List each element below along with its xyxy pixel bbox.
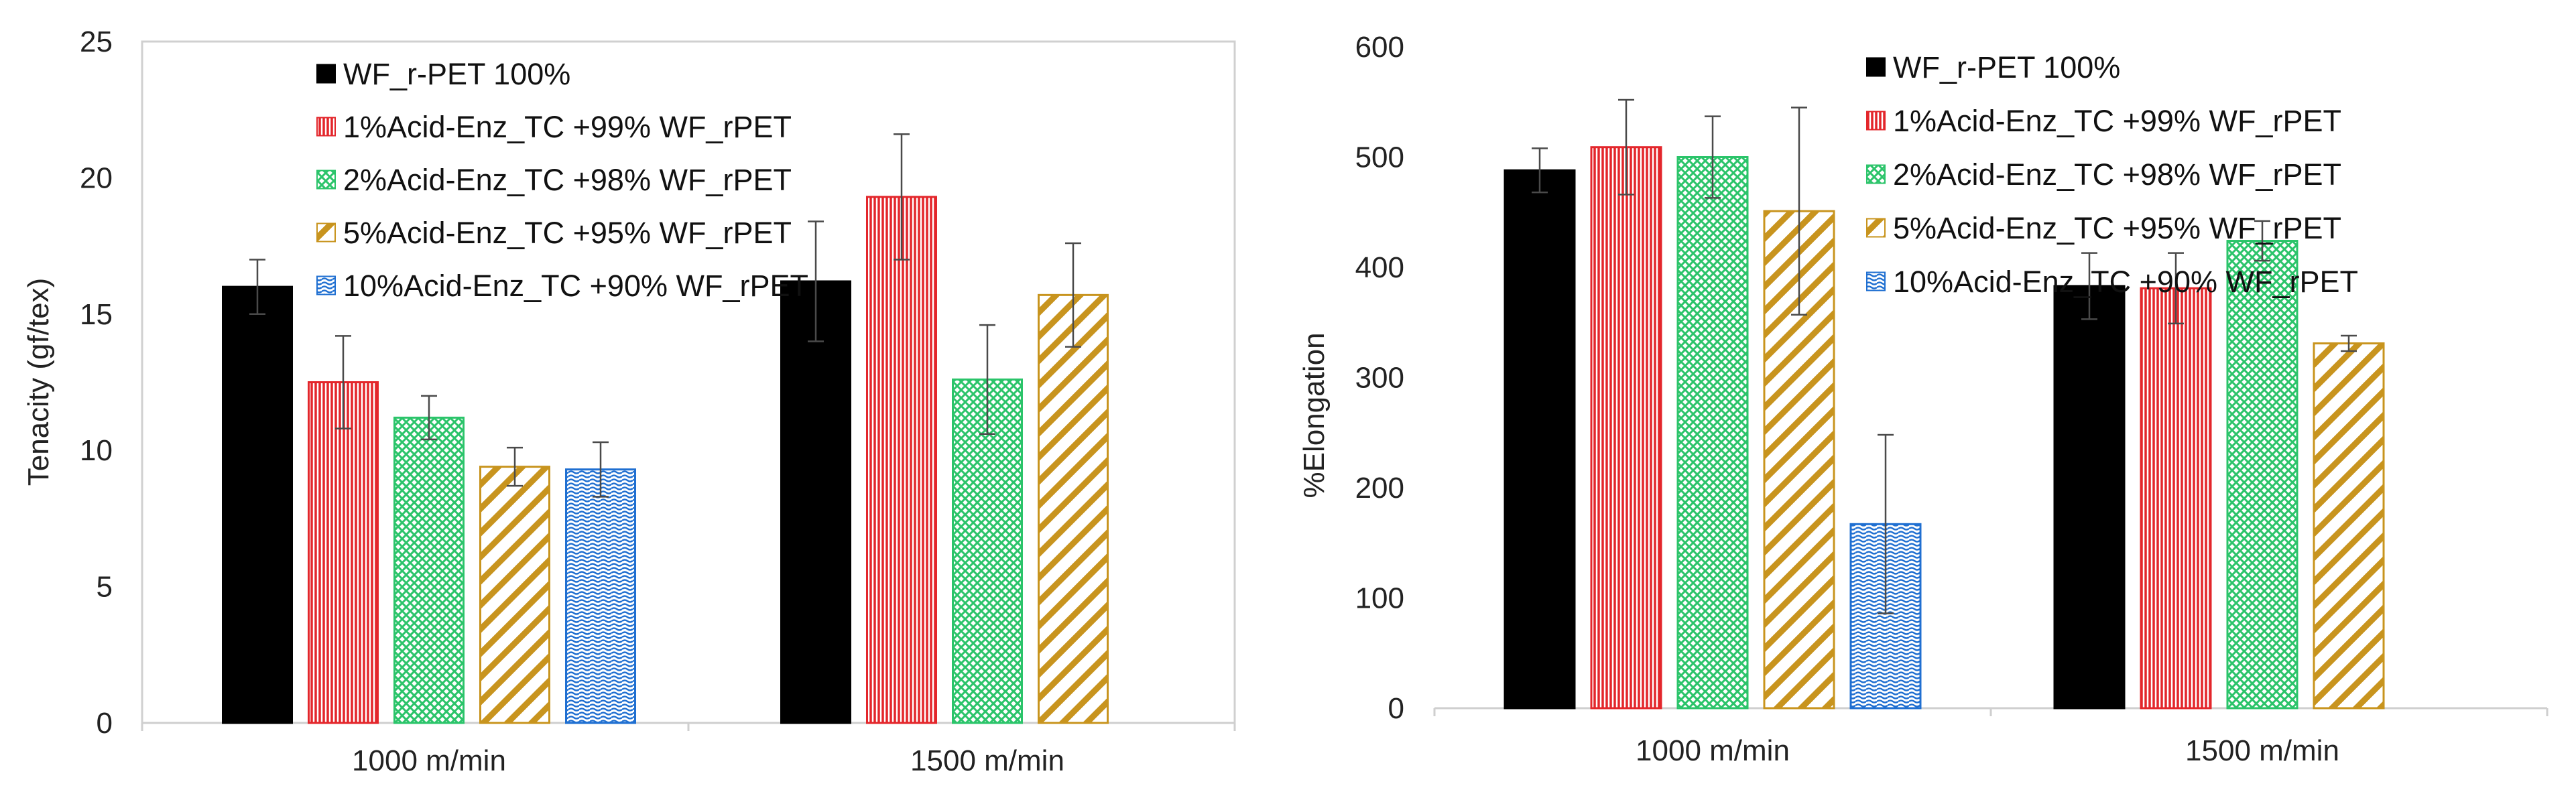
y-tick-label: 300 (1355, 362, 1404, 395)
bar-3-2 (2226, 240, 2298, 710)
y-tick-label: 25 (80, 25, 113, 58)
error-bar (1791, 107, 1807, 316)
x-category-label: 1000 m/min (1636, 734, 1790, 767)
legend-item-5: 10%Acid-Enz_TC +90% WF_rPET (316, 269, 808, 303)
legend-swatch (316, 117, 336, 137)
error-bar (1878, 433, 1894, 614)
legend-item-3: 2%Acid-Enz_TC +98% WF_rPET (316, 163, 792, 197)
legend: WF_r-PET 100% 1%Acid-Enz_TC +99% WF_rPET 2… (316, 57, 808, 303)
error-bar (507, 446, 523, 487)
y-axis-title: Tenacity (gf/tex) (22, 278, 55, 486)
y-tick-label: 100 (1355, 582, 1404, 615)
error-bar (2254, 220, 2270, 262)
bar-4-2 (2313, 342, 2385, 710)
x-category-label: 1500 m/min (910, 744, 1064, 777)
y-tick-label: 5 (97, 571, 113, 604)
y-tick-label: 20 (80, 161, 113, 194)
bar-4-2 (1038, 293, 1109, 724)
legend-item-4: 5%Acid-Enz_TC +95% WF_rPET (316, 216, 792, 250)
legend-label: 1%Acid-Enz_TC +99% WF_rPET (343, 110, 792, 144)
bar-2-2 (866, 196, 937, 724)
error-bar (1618, 98, 1634, 196)
legend-swatch (316, 222, 336, 243)
legend: WF_r-PET 100% 1%Acid-Enz_TC +99% WF_rPET 2… (1866, 50, 2358, 299)
error-bar (1532, 147, 1548, 194)
legend-item-2: 1%Acid-Enz_TC +99% WF_rPET (316, 110, 792, 144)
bar-5-1 (565, 468, 636, 724)
y-tick-label: 400 (1355, 251, 1404, 284)
legend-swatch (316, 275, 336, 295)
bar-2-1 (308, 381, 379, 724)
error-bar (593, 441, 609, 498)
bar-3-1 (1676, 156, 1749, 710)
bar-1-1 (222, 285, 293, 724)
y-tick-label: 200 (1355, 472, 1404, 505)
y-tick-label: 0 (1388, 692, 1404, 725)
legend-item-1: WF_r-PET 100% (316, 57, 570, 91)
legend-item-4: 5%Acid-Enz_TC +95% WF_rPET (1866, 211, 2341, 245)
legend-label: 5%Acid-Enz_TC +95% WF_rPET (1893, 211, 2341, 245)
y-tick-label: 15 (80, 298, 113, 331)
error-bar (979, 324, 995, 436)
error-bar (335, 335, 351, 429)
legend-label: 5%Acid-Enz_TC +95% WF_rPET (343, 216, 792, 250)
x-category-label: 1000 m/min (352, 744, 506, 777)
error-bar (249, 259, 265, 316)
legend-label: 2%Acid-Enz_TC +98% WF_rPET (343, 163, 792, 197)
y-tick-label: 0 (97, 707, 113, 740)
legend-item-3: 2%Acid-Enz_TC +98% WF_rPET (1866, 157, 2341, 192)
legend-label: 10%Acid-Enz_TC +90% WF_rPET (1893, 265, 2358, 299)
bar-1-2 (780, 280, 851, 724)
bar-2-1 (1590, 146, 1662, 710)
bar-4-1 (479, 466, 550, 724)
legend-label: 10%Acid-Enz_TC +90% WF_rPET (343, 269, 808, 303)
bar-3-1 (393, 416, 465, 724)
bars-layer: 0 5 10 15 20 25 1000 m/min 1500 m/min (80, 25, 1236, 777)
legend-swatch (316, 170, 336, 190)
error-bar (1705, 115, 1721, 199)
x-category-label: 1500 m/min (2185, 734, 2339, 767)
legend-swatch (1866, 57, 1886, 77)
error-bar (421, 395, 437, 441)
error-bar (894, 133, 910, 261)
error-bar (2168, 252, 2184, 325)
y-tick-label: 500 (1355, 141, 1404, 174)
bar-1-1 (1504, 169, 1576, 710)
legend-label: WF_r-PET 100% (1893, 50, 2120, 84)
elongation-chart: %Elongation 0 100 200 300 400 500 600 1000 m/mi… (1298, 31, 2549, 767)
error-bar (2341, 334, 2357, 352)
error-bar (808, 220, 824, 342)
y-tick-label: 10 (80, 434, 113, 467)
legend-label: 2%Acid-Enz_TC +98% WF_rPET (1893, 157, 2341, 192)
y-tick-label: 600 (1355, 31, 1404, 64)
bar-3-2 (952, 378, 1023, 724)
legend-swatch (1866, 111, 1886, 131)
legend-label: WF_r-PET 100% (343, 57, 570, 91)
legend-label: 1%Acid-Enz_TC +99% WF_rPET (1893, 104, 2341, 138)
error-bar (2081, 252, 2097, 320)
legend-swatch (1866, 218, 1886, 238)
bar-2-2 (2140, 287, 2212, 710)
legend-swatch (1866, 164, 1886, 184)
y-axis-title: %Elongation (1298, 332, 1331, 498)
legend-swatch (1866, 271, 1886, 291)
legend-item-5: 10%Acid-Enz_TC +90% WF_rPET (1866, 265, 2358, 299)
legend-item-1: WF_r-PET 100% (1866, 50, 2120, 84)
legend-swatch (316, 64, 336, 84)
bar-1-2 (2053, 285, 2126, 710)
error-bar (1065, 242, 1081, 348)
legend-item-2: 1%Acid-Enz_TC +99% WF_rPET (1866, 104, 2341, 138)
tenacity-chart: Tenacity (gf/tex) 0 5 10 15 20 25 1000 m/min 15… (22, 25, 1236, 777)
bars-layer: 0 100 200 300 400 500 600 1000 m/min 1500 m/min (1355, 31, 2549, 767)
